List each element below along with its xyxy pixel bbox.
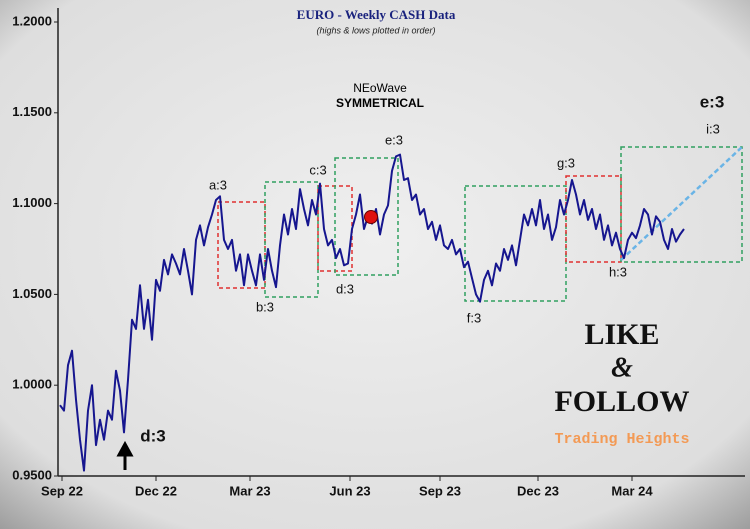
- wave-label: e:3: [385, 132, 403, 147]
- box: [217, 201, 266, 289]
- projection-line: [620, 146, 743, 261]
- promo-text: FOLLOW: [554, 385, 689, 418]
- y-tick-label: 1.0000: [12, 377, 52, 392]
- wave-label: f:3: [467, 310, 481, 325]
- y-tick-label: 1.2000: [12, 13, 52, 28]
- wave-label: b:3: [256, 299, 274, 314]
- wave-label: c:3: [309, 162, 326, 177]
- x-tick-label: Dec 23: [517, 483, 559, 498]
- pattern-type: SYMMETRICAL: [336, 96, 424, 110]
- promo-text: LIKE: [584, 318, 659, 351]
- wave-label: e:3: [700, 92, 725, 111]
- x-tick-label: Mar 23: [229, 483, 270, 498]
- y-tick-label: 1.1000: [12, 195, 52, 210]
- wave-boxes: [217, 146, 743, 302]
- wave-label: a:3: [209, 177, 227, 192]
- y-tick-label: 1.0500: [12, 286, 52, 301]
- chart-title: EURO - Weekly CASH Data: [297, 7, 456, 22]
- box: [620, 146, 743, 263]
- wave-label: i:3: [706, 121, 720, 136]
- wave-label: g:3: [557, 155, 575, 170]
- arrow: [116, 440, 134, 470]
- x-tick-label: Jun 23: [329, 483, 370, 498]
- wave-label: d:3: [140, 426, 166, 445]
- chart-subtitle: (highs & lows plotted in order): [316, 25, 435, 35]
- x-tick-label: Dec 22: [135, 483, 177, 498]
- wave-label: d:3: [336, 281, 354, 296]
- y-tick-label: 0.9500: [12, 467, 52, 482]
- brand: Trading Heights: [554, 431, 689, 448]
- x-tick-label: Mar 24: [611, 483, 653, 498]
- marker-dot: [364, 210, 378, 224]
- y-tick-label: 1.1500: [12, 104, 52, 119]
- x-tick-label: Sep 22: [41, 483, 83, 498]
- wave-label: h:3: [609, 264, 627, 279]
- box: [464, 185, 567, 302]
- promo-text: &: [611, 352, 633, 383]
- pattern-name: NEoWave: [353, 81, 407, 95]
- x-tick-label: Sep 23: [419, 483, 461, 498]
- box: [334, 157, 399, 276]
